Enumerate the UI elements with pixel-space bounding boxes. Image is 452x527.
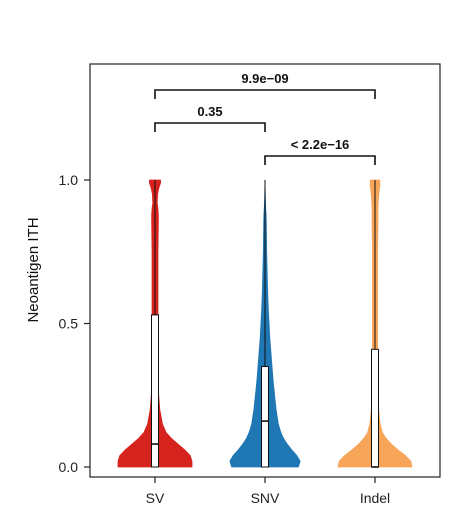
bracket-line [154,89,376,99]
y-tick-label: 0.0 [59,459,79,475]
bracket-sv-indel: 9.9e−09 [154,71,376,99]
violin-group-sv [117,179,193,468]
y-tick-label: 1.0 [59,172,79,188]
bracket-snv-indel: < 2.2e−16 [264,137,376,165]
violins [117,179,413,468]
bracket-line [264,155,376,165]
y-axis: 0.0 0.5 1.0 [59,172,90,475]
y-axis-label: Neoantigen ITH [25,217,42,322]
violin-group-snv [229,179,301,468]
box-indel [371,348,379,468]
p-value-label: 9.9e−09 [241,71,288,86]
significance-brackets: 0.35 < 2.2e−16 9.9e−09 [154,71,376,165]
bracket-sv-snv: 0.35 [154,104,266,132]
p-value-label: < 2.2e−16 [291,137,350,152]
box-snv [261,366,269,468]
bracket-line [154,122,266,132]
p-value-label: 0.35 [197,104,222,119]
violin-group-indel [337,179,413,468]
x-tick-label-snv: SNV [251,490,280,506]
x-tick-label-sv: SV [146,490,165,506]
x-axis: SV SNV Indel [146,477,390,506]
x-tick-label-indel: Indel [360,490,390,506]
y-tick-label: 0.5 [59,316,79,332]
box-sv [151,314,159,468]
